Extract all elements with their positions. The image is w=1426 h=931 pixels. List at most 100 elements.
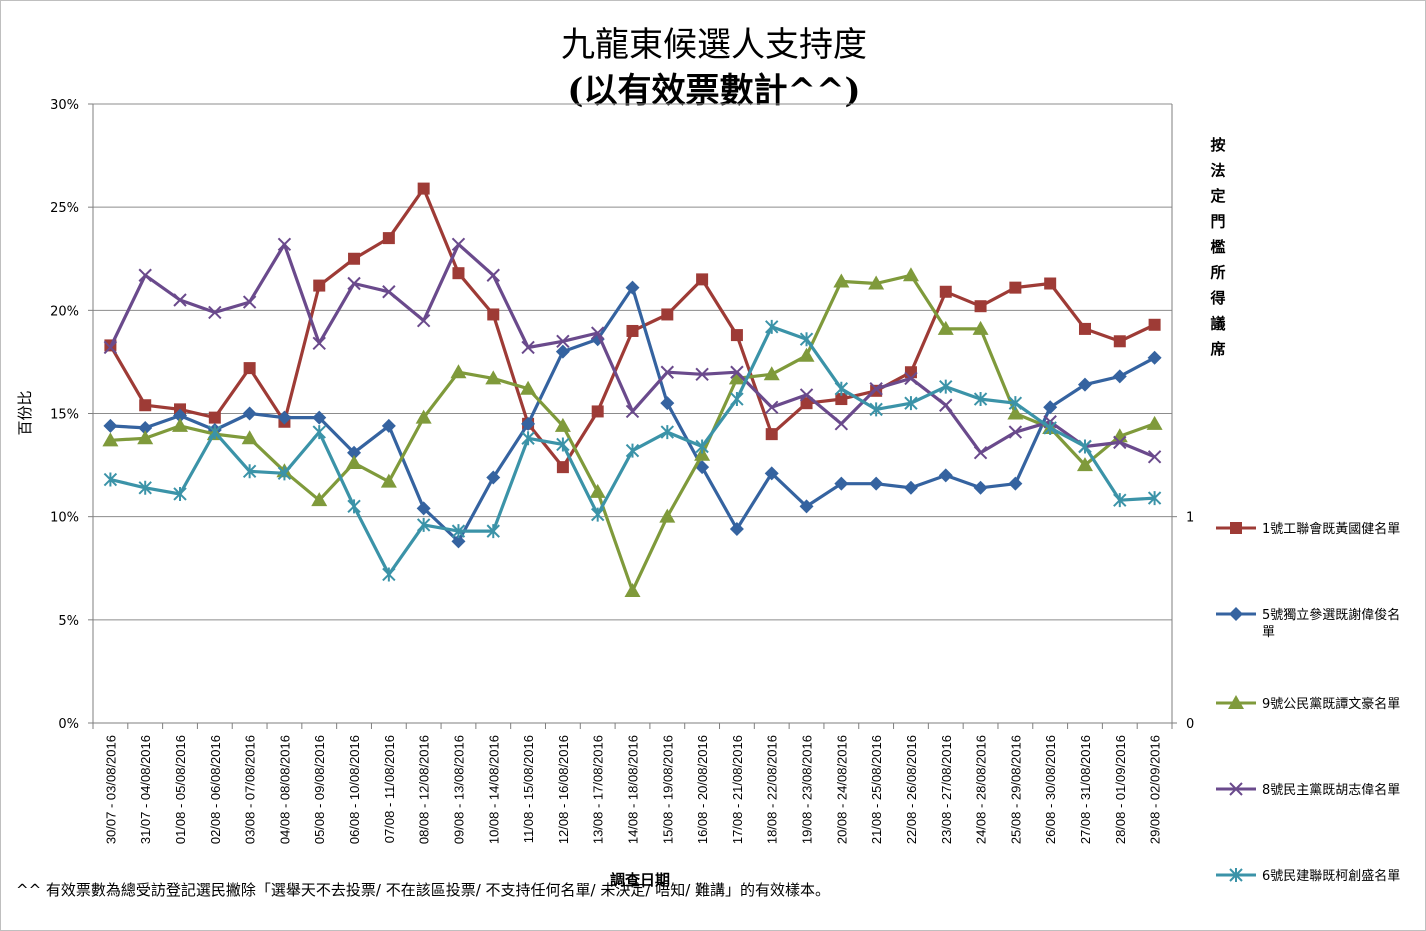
x-tick-label: 28/08 - 01/09/2016: [1113, 735, 1128, 844]
data-point: [696, 273, 709, 286]
legend-swatch-marker: [1228, 695, 1244, 709]
legend-label: 1號工聯會既黃國健名單: [1262, 521, 1400, 537]
series-4: [103, 237, 1162, 464]
data-point: [590, 507, 605, 522]
x-tick-label: 09/08 - 13/08/2016: [451, 735, 466, 844]
secondary-y-tick-label: 1: [1186, 511, 1194, 526]
data-point: [765, 319, 779, 334]
x-tick-label: 30/07 - 03/08/2016: [103, 735, 118, 844]
data-point: [416, 517, 431, 532]
x-tick-label: 20/08 - 24/08/2016: [834, 735, 849, 844]
data-point: [869, 476, 884, 491]
data-point: [1146, 415, 1163, 430]
legend-label: 6號民建聯既柯創盛名單: [1262, 868, 1400, 884]
data-point: [486, 524, 500, 539]
data-point: [904, 366, 917, 379]
data-point: [242, 406, 257, 421]
data-point: [904, 396, 918, 411]
x-tick-label: 25/08 - 29/08/2016: [1008, 735, 1023, 844]
x-tick-label: 03/08 - 07/08/2016: [243, 735, 258, 844]
data-point: [589, 483, 606, 498]
data-point: [417, 182, 430, 195]
data-point: [973, 480, 988, 495]
data-point: [277, 466, 292, 481]
data-point: [102, 432, 119, 447]
data-point: [486, 470, 501, 485]
data-point: [103, 340, 118, 355]
data-point: [346, 455, 363, 470]
data-point: [1044, 277, 1057, 290]
legend-label: 8號民主黨既胡志偉名單: [1262, 782, 1400, 798]
data-point: [347, 276, 361, 291]
x-tick-label: 29/08 - 02/09/2016: [1148, 735, 1163, 844]
data-point: [624, 582, 641, 597]
data-point: [242, 295, 257, 309]
x-tick-label: 02/08 - 06/08/2016: [208, 735, 223, 844]
data-point: [868, 275, 885, 290]
data-point: [835, 393, 848, 406]
data-point: [591, 405, 604, 418]
data-point: [138, 420, 153, 435]
secondary-y-axis-title-text: 按法定門檻所得議席: [1209, 136, 1225, 358]
data-point: [556, 461, 569, 474]
y-tick-label: 0%: [58, 717, 79, 732]
data-point: [172, 417, 189, 432]
y-tick-label: 5%: [58, 614, 79, 629]
series-5: [103, 319, 1162, 582]
data-point: [137, 430, 154, 445]
data-point: [173, 408, 188, 423]
data-point: [521, 416, 536, 431]
data-point: [729, 522, 744, 537]
x-tick-label: 10/08 - 14/08/2016: [486, 735, 501, 844]
data-point: [799, 388, 814, 402]
data-point: [138, 480, 152, 495]
series-2: [103, 280, 1162, 549]
data-point: [380, 473, 397, 488]
secondary-y-axis-title: 按法定門檻所得議席: [1209, 136, 1225, 358]
data-point: [312, 425, 326, 440]
x-tick-label: 07/08 - 11/08/2016: [382, 735, 397, 843]
data-point: [416, 313, 431, 328]
data-point: [1009, 281, 1022, 294]
data-point: [451, 534, 466, 549]
data-point: [1113, 335, 1126, 348]
x-tick-label: 19/08 - 23/08/2016: [800, 735, 815, 844]
legend-swatch-marker: [1229, 607, 1243, 621]
x-tick-label: 27/08 - 31/08/2016: [1078, 735, 1093, 844]
footnote: ^^ 有效票數為總受訪登記選民撇除「選舉天不去投票/ 不在該區投票/ 不支持任何…: [16, 881, 831, 899]
data-point: [451, 524, 466, 539]
data-point: [382, 285, 396, 299]
series-3: [102, 267, 1163, 597]
x-tick-label: 13/08 - 17/08/2016: [591, 735, 606, 844]
x-tick-label: 12/08 - 16/08/2016: [556, 735, 571, 844]
data-point: [450, 364, 467, 379]
x-tick-label: 06/08 - 10/08/2016: [347, 735, 362, 844]
x-tick-label: 05/08 - 09/08/2016: [312, 735, 327, 844]
data-point: [554, 417, 571, 432]
legend-swatch-marker: [1229, 868, 1243, 882]
data-point: [834, 381, 849, 396]
axes: [92, 104, 1173, 729]
data-point: [487, 308, 500, 321]
y-tick-label: 20%: [50, 304, 79, 319]
data-point: [103, 418, 118, 433]
data-point: [695, 439, 709, 454]
data-point: [974, 300, 987, 313]
data-point: [730, 365, 744, 379]
data-point: [695, 367, 709, 382]
data-point: [1147, 491, 1162, 506]
data-point: [173, 486, 187, 501]
data-point: [625, 280, 640, 295]
data-point: [937, 320, 954, 335]
series-1: [104, 182, 1161, 474]
data-point: [625, 443, 640, 458]
data-point: [485, 370, 502, 385]
data-point: [869, 402, 883, 417]
data-point: [765, 428, 778, 441]
data-point: [382, 232, 395, 245]
x-tick-label: 23/08 - 27/08/2016: [939, 735, 954, 844]
x-tick-label: 24/08 - 28/08/2016: [974, 735, 989, 844]
x-axis-ticks: 30/07 - 03/08/2016 31/07 - 04/08/2016 01/0…: [103, 735, 1162, 844]
legend-label-continued: 單: [1262, 625, 1275, 640]
